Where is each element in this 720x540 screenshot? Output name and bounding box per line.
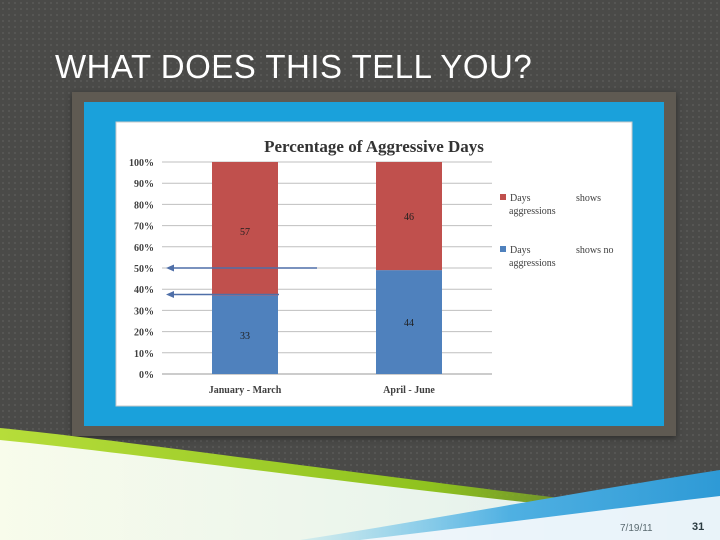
legend-label: Days <box>510 193 531 204</box>
legend: Days shows aggressions Days shows no aggressi… <box>500 193 614 269</box>
slide-title: WHAT DOES THIS TELL YOU? <box>55 48 533 85</box>
legend-label: Days <box>510 245 531 256</box>
bar-segment-fill <box>212 162 278 167</box>
chart-title: Percentage of Aggressive Days <box>264 137 484 156</box>
data-label: 46 <box>404 212 414 223</box>
data-label: 44 <box>404 318 414 329</box>
y-tick-label: 90% <box>134 179 154 190</box>
legend-label: aggressions <box>509 258 556 269</box>
legend-swatch <box>500 246 506 252</box>
bar-segment <box>376 270 442 374</box>
y-tick-label: 10% <box>134 349 154 360</box>
bar-segment <box>212 166 278 296</box>
bar-segment <box>376 162 442 271</box>
slide-date: 7/19/11 <box>620 523 653 534</box>
legend-label: shows <box>576 193 601 204</box>
plot-background <box>115 121 633 407</box>
y-tick-label: 30% <box>134 306 154 317</box>
y-tick-label: 40% <box>134 285 154 296</box>
legend-label: shows no <box>576 245 614 256</box>
y-tick-label: 60% <box>134 243 154 254</box>
y-tick-label: 50% <box>134 264 154 275</box>
legend-label: aggressions <box>509 206 556 217</box>
y-tick-label: 70% <box>134 222 154 233</box>
y-tick-label: 80% <box>134 200 154 211</box>
data-label: 33 <box>240 331 250 342</box>
x-category-label: April - June <box>383 385 435 396</box>
data-label: 57 <box>240 227 250 238</box>
y-tick-label: 0% <box>139 370 154 381</box>
bars: 33 57 44 46 <box>212 162 442 374</box>
y-tick-label: 20% <box>134 328 154 339</box>
legend-swatch <box>500 194 506 200</box>
annotation-arrow-head <box>166 290 174 298</box>
annotation-arrow-head <box>166 264 174 272</box>
bar-segment <box>212 295 278 374</box>
y-axis-ticks: 0% 10% 20% 30% 40% 50% 60% 70% 80% 90% 100% <box>129 158 154 381</box>
y-tick-label: 100% <box>129 158 154 169</box>
slide-page-number: 31 <box>692 521 705 533</box>
x-category-label: January - March <box>209 385 282 396</box>
annotation-arrows <box>166 264 317 298</box>
x-axis-categories: January - March April - June <box>209 385 436 396</box>
